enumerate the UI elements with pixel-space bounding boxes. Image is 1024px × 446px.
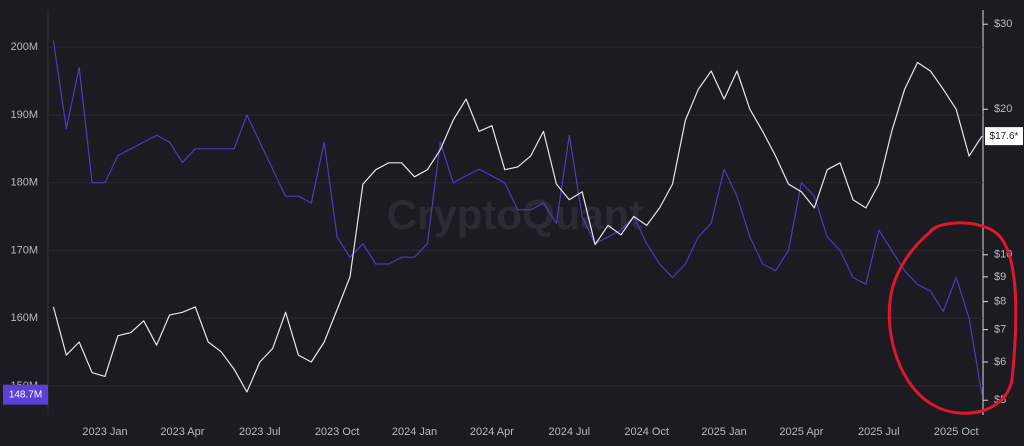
y2-tick-label: $6 (994, 356, 1006, 368)
y-tick-label: 160M (10, 312, 38, 324)
current-price-badge (985, 127, 1023, 146)
x-tick-label: 2025 Jul (858, 426, 900, 438)
current-value-label: 148.7M (9, 389, 42, 400)
y2-tick-label: $20 (994, 103, 1012, 115)
x-tick-label: 2023 Oct (315, 426, 360, 438)
x-tick-label: 2023 Jul (239, 426, 281, 438)
x-tick-label: 2023 Jan (82, 426, 127, 438)
y-tick-label: 170M (10, 244, 38, 256)
y-tick-label: 180M (10, 177, 38, 189)
series-line (52, 61, 983, 393)
x-tick-label: 2024 Jul (548, 426, 590, 438)
current-value-badge (3, 384, 48, 405)
series-line (52, 40, 983, 395)
x-tick-label: 2025 Jan (701, 426, 746, 438)
x-tick-label: 2025 Oct (934, 426, 979, 438)
y2-tick-label: $8 (994, 295, 1006, 307)
x-tick-label: 2025 Apr (779, 426, 823, 438)
y-tick-label: 190M (10, 109, 38, 121)
x-tick-label: 2024 Oct (624, 426, 669, 438)
x-tick-label: 2024 Jan (392, 426, 437, 438)
y2-tick-label: $9 (994, 271, 1006, 283)
x-tick-label: 2024 Apr (470, 426, 514, 438)
x-tick-label: 2023 Apr (160, 426, 204, 438)
y-tick-label: 200M (10, 41, 38, 53)
y2-tick-label: $30 (994, 18, 1012, 30)
current-price-label: $17.6* (990, 131, 1019, 142)
y2-tick-label: $7 (994, 324, 1006, 336)
annotation-circle (887, 221, 1018, 415)
